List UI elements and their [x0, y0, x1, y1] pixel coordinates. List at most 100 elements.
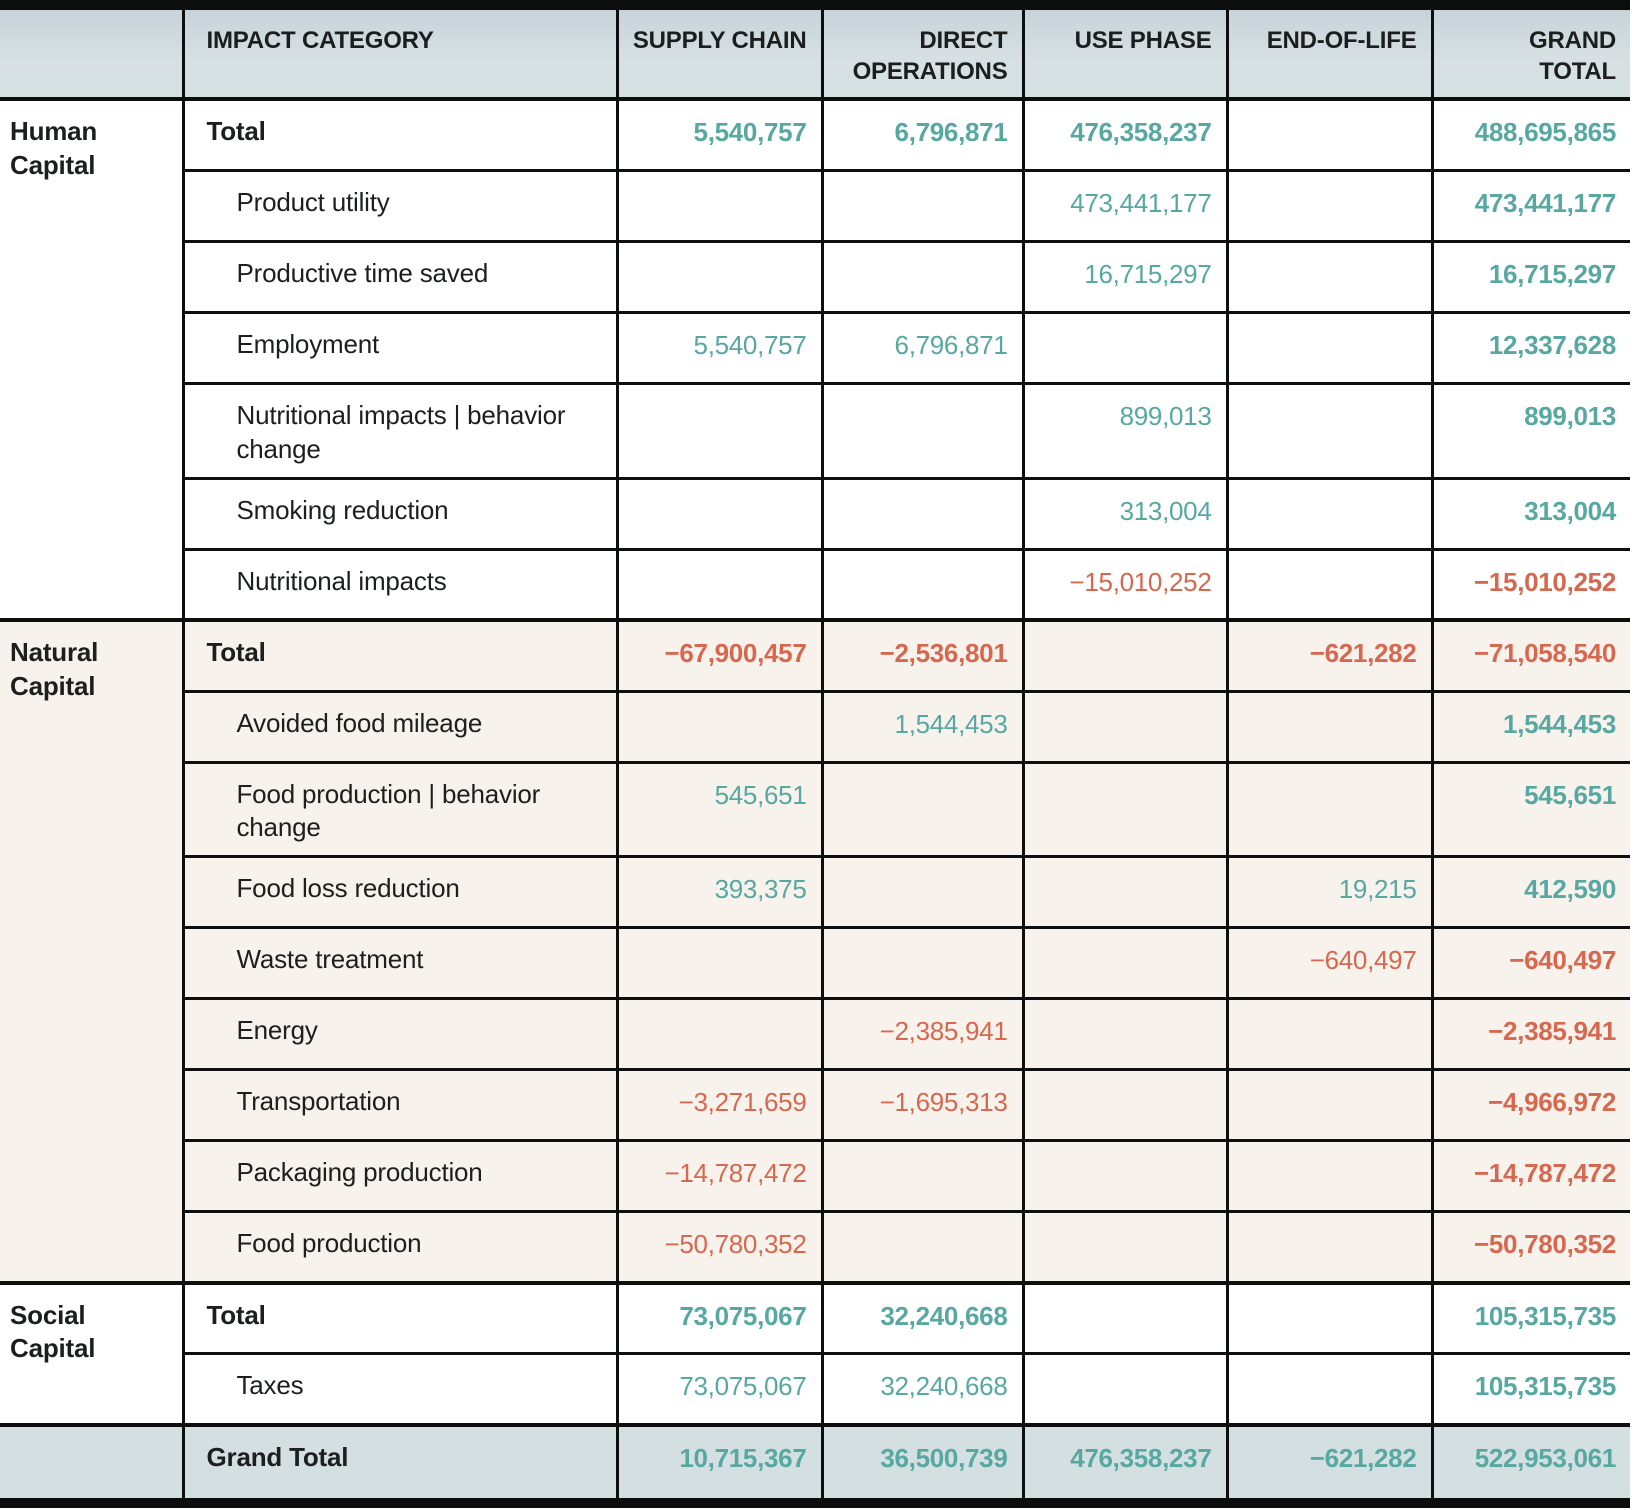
value-cell: −14,787,472: [1430, 1139, 1630, 1214]
value-cell: 10,715,367: [615, 1422, 824, 1505]
value-cell: 19,215: [1225, 855, 1434, 930]
value-cell: 545,651: [615, 760, 824, 859]
value-cell: 105,315,735: [1430, 1352, 1630, 1427]
value-cell: [615, 997, 824, 1072]
row-label: Total: [181, 1280, 619, 1356]
value-cell: [1225, 168, 1434, 243]
value-cell: −50,780,352: [1430, 1210, 1630, 1285]
value-cell: [820, 1139, 1025, 1214]
table-row-natural-capital-packaging-production: Packaging production −14,787,472 −14,787,4…: [0, 1139, 1630, 1214]
value-cell: −621,282: [1225, 1422, 1434, 1505]
value-cell: [1021, 1210, 1229, 1285]
value-cell: [1021, 310, 1229, 385]
row-label: Employment: [183, 310, 619, 385]
row-label: Nutritional impacts | behavior change: [183, 381, 619, 480]
value-cell: 545,651: [1430, 760, 1630, 859]
header-row: IMPACT CATEGORY SUPPLY CHAIN DIRECT OPER…: [0, 3, 1630, 101]
value-cell: [1225, 689, 1434, 764]
value-cell: [1225, 997, 1434, 1072]
grand-total-row: Grand Total 10,715,367 36,500,739 476,358,2…: [0, 1422, 1630, 1505]
table-row-natural-capital-total: Natural Capital Total −67,900,457 −2,536,80…: [0, 618, 1630, 1285]
row-label: Total: [181, 97, 619, 172]
value-cell: [1225, 1352, 1434, 1427]
value-cell: [1021, 689, 1229, 764]
header-use-phase: USE PHASE: [1021, 3, 1229, 101]
value-cell: [1021, 760, 1229, 859]
value-cell: [1021, 618, 1229, 693]
value-cell: 899,013: [1430, 381, 1630, 480]
value-cell: [820, 926, 1025, 1001]
section-label-natural-capital: Natural Capital: [0, 618, 185, 1285]
value-cell: [615, 476, 824, 551]
value-cell: 105,315,735: [1430, 1280, 1630, 1356]
table-row-human-capital-nutritional-impacts: Nutritional impacts −15,010,252 −15,010,25…: [0, 547, 1630, 622]
value-cell: −14,787,472: [615, 1139, 824, 1214]
value-cell: 476,358,237: [1021, 1422, 1229, 1505]
table-row-human-capital-total: Human Capital Total 5,540,757 6,796,871 476,…: [0, 97, 1630, 622]
table-row-social-capital-total: Social Capital Total 73,075,067 32,240,668 1…: [0, 1280, 1630, 1427]
value-cell: [1225, 1068, 1434, 1143]
table-row-natural-capital-food-production-behavior-change: Food production | behavior change 545,651…: [0, 760, 1630, 859]
section-label-human-capital: Human Capital: [0, 97, 185, 622]
value-cell: [1021, 926, 1229, 1001]
row-label: Transportation: [183, 1068, 619, 1143]
value-cell: [820, 239, 1025, 314]
row-label: Food loss reduction: [183, 855, 619, 930]
grand-total-corner-cell: [0, 1422, 185, 1505]
value-cell: [1225, 476, 1434, 551]
table-header: IMPACT CATEGORY SUPPLY CHAIN DIRECT OPER…: [0, 3, 1630, 101]
value-cell: 16,715,297: [1021, 239, 1229, 314]
value-cell: 5,540,757: [615, 310, 824, 385]
table-row-natural-capital-avoided-food-mileage: Avoided food mileage 1,544,453 1,544,453: [0, 689, 1630, 764]
value-cell: 6,796,871: [820, 97, 1025, 172]
value-cell: [615, 239, 824, 314]
value-cell: −2,385,941: [820, 997, 1025, 1072]
row-label: Energy: [183, 997, 619, 1072]
row-label: Taxes: [183, 1352, 619, 1427]
value-cell: [615, 168, 824, 243]
value-cell: 522,953,061: [1430, 1422, 1630, 1505]
value-cell: −50,780,352: [615, 1210, 824, 1285]
value-cell: 473,441,177: [1430, 168, 1630, 243]
table-row-social-capital-taxes: Taxes 73,075,067 32,240,668 105,315,735: [0, 1352, 1630, 1427]
value-cell: −621,282: [1225, 618, 1434, 693]
table-row-natural-capital-food-production: Food production −50,780,352 −50,780,352: [0, 1210, 1630, 1285]
value-cell: [1225, 1139, 1434, 1214]
value-cell: 12,337,628: [1430, 310, 1630, 385]
header-supply-chain: SUPPLY CHAIN: [615, 3, 824, 101]
value-cell: 73,075,067: [615, 1352, 824, 1427]
row-label: Avoided food mileage: [183, 689, 619, 764]
table-row-natural-capital-transportation: Transportation −3,271,659 −1,695,313 −4,966…: [0, 1068, 1630, 1143]
value-cell: [1225, 760, 1434, 859]
row-label: Waste treatment: [183, 926, 619, 1001]
table-row-natural-capital-waste-treatment: Waste treatment −640,497 −640,497: [0, 926, 1630, 1001]
value-cell: [1021, 1068, 1229, 1143]
table-row-human-capital-productive-time-saved: Productive time saved 16,715,297 16,715,29…: [0, 239, 1630, 314]
value-cell: 313,004: [1021, 476, 1229, 551]
value-cell: [1225, 381, 1434, 480]
value-cell: [615, 926, 824, 1001]
value-cell: 6,796,871: [820, 310, 1025, 385]
value-cell: 73,075,067: [615, 1280, 824, 1356]
value-cell: 32,240,668: [820, 1352, 1025, 1427]
value-cell: [1021, 997, 1229, 1072]
row-label: Product utility: [183, 168, 619, 243]
row-label: Food production | behavior change: [183, 760, 619, 859]
value-cell: [1021, 1139, 1229, 1214]
value-cell: [1225, 1210, 1434, 1285]
header-impact-category: IMPACT CATEGORY: [181, 3, 619, 101]
value-cell: 313,004: [1430, 476, 1630, 551]
value-cell: [820, 476, 1025, 551]
table-body: Human Capital Total 5,540,757 6,796,871 476,…: [0, 97, 1630, 1505]
header-grand-total: GRAND TOTAL: [1430, 3, 1630, 101]
value-cell: −15,010,252: [1021, 547, 1229, 622]
table-row-human-capital-smoking-reduction: Smoking reduction 313,004 313,004: [0, 476, 1630, 551]
value-cell: [1021, 1280, 1229, 1356]
table-row-natural-capital-energy: Energy −2,385,941 −2,385,941: [0, 997, 1630, 1072]
value-cell: [1021, 1352, 1229, 1427]
value-cell: [615, 547, 824, 622]
value-cell: [1021, 855, 1229, 930]
value-cell: 5,540,757: [615, 97, 824, 172]
